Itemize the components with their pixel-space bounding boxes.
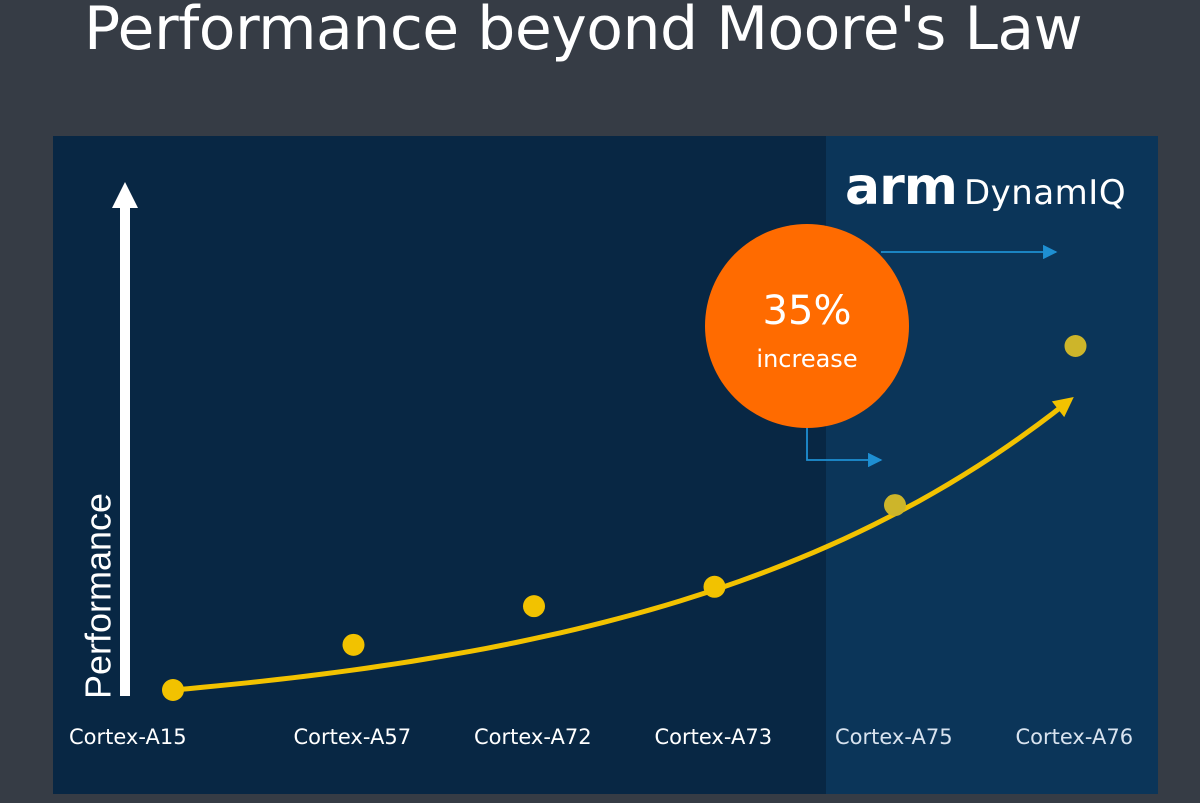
data-point-cortex-a15 — [162, 679, 184, 701]
increase-callout-badge — [705, 224, 909, 428]
x-tick-label-cortex-a15: Cortex-A15 — [69, 725, 187, 749]
data-point-cortex-a76 — [1064, 335, 1087, 357]
data-point-cortex-a73 — [703, 575, 726, 598]
x-tick-label-cortex-a76: Cortex-A76 — [1016, 725, 1134, 749]
trend-layer — [172, 396, 1074, 693]
data-point-cortex-a72 — [523, 595, 545, 618]
x-tick-label-cortex-a75: Cortex-A75 — [835, 725, 953, 749]
x-tick-labels: Cortex-A15 Cortex-A57 Cortex-A72 Cortex-A73… — [69, 725, 1133, 749]
dynamiq-region — [826, 136, 1158, 794]
slide-title: Performance beyond Moore's Law — [84, 0, 1083, 64]
callout-layer: 35% increase — [705, 224, 1058, 468]
callout-arrow-to-a75 — [806, 424, 883, 468]
callout-label: increase — [756, 345, 857, 373]
trend-line — [172, 399, 1070, 693]
y-axis — [112, 182, 138, 696]
data-point-cortex-a57 — [342, 633, 365, 656]
arm-wordmark: arm — [845, 157, 957, 217]
trend-arrowhead — [1051, 396, 1074, 418]
callout-value: 35% — [763, 288, 852, 334]
chart-panel: Performance Cortex-A15 Cortex-A57 Cortex-A… — [53, 136, 1158, 794]
y-axis-arrowhead — [112, 182, 138, 208]
x-tick-label-cortex-a72: Cortex-A72 — [474, 725, 592, 749]
y-axis-label: Performance — [78, 493, 119, 699]
data-point-cortex-a75 — [884, 494, 906, 517]
arm-dynamiq-logo: arm DynamIQ — [845, 157, 1126, 217]
x-tick-label-cortex-a57: Cortex-A57 — [294, 725, 412, 749]
points-layer — [162, 335, 1087, 701]
performance-chart: Performance Cortex-A15 Cortex-A57 Cortex-A… — [53, 136, 1158, 794]
dynamiq-wordmark: DynamIQ — [964, 173, 1126, 213]
x-tick-label-cortex-a73: Cortex-A73 — [655, 725, 773, 749]
